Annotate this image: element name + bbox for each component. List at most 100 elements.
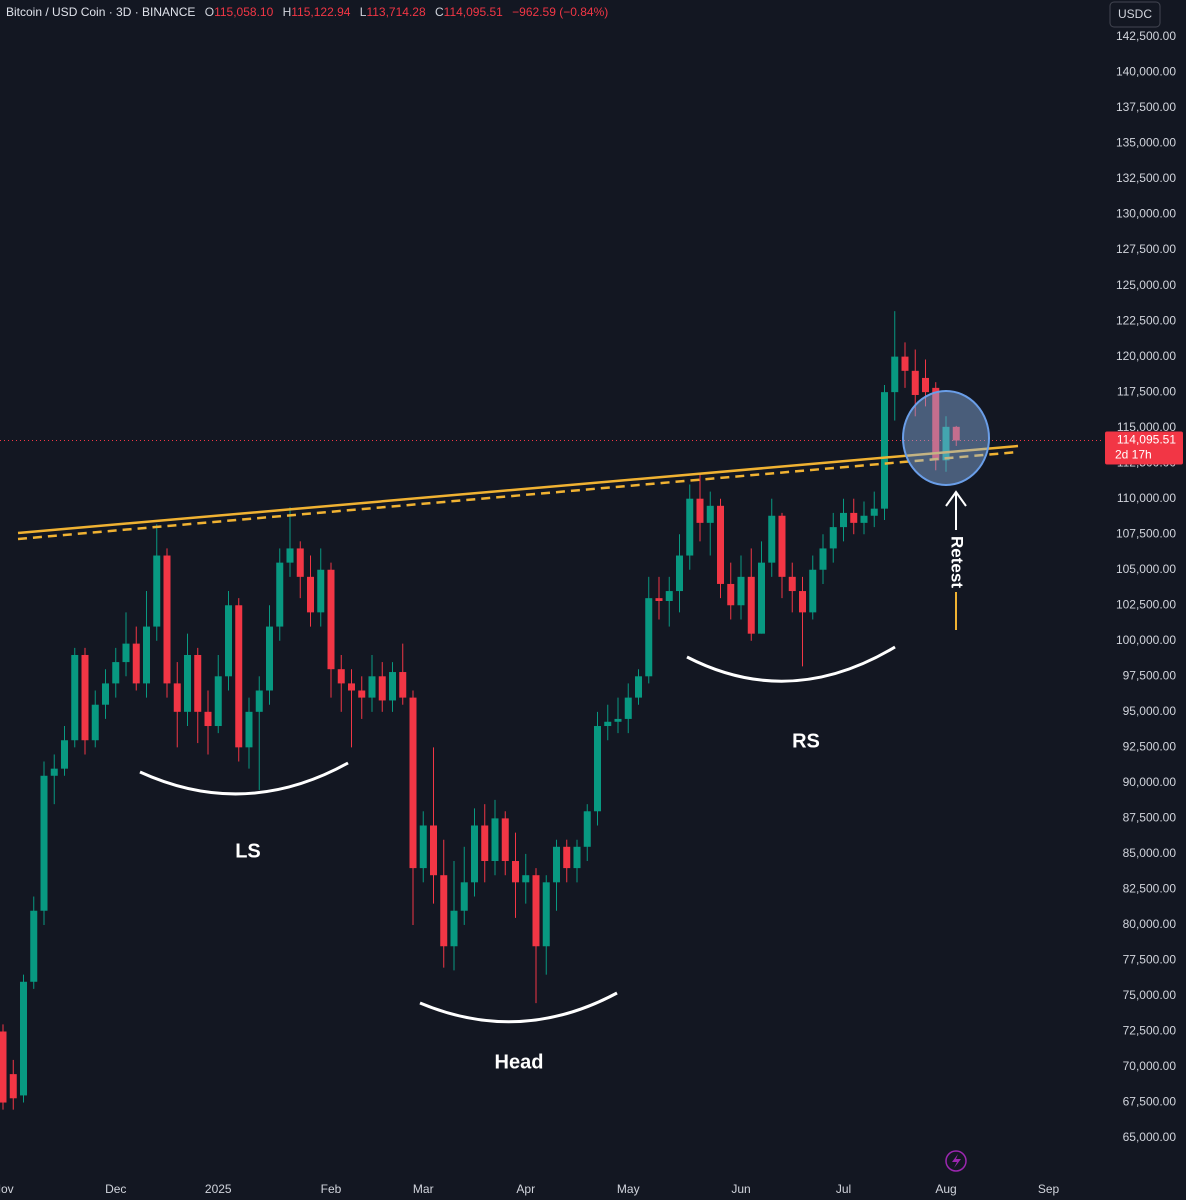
ls-arc: [139, 761, 349, 796]
annotation: RS: [792, 730, 820, 752]
y-tick-label: 142,500.00: [1116, 29, 1176, 43]
candle-body: [327, 569, 335, 670]
annotation: Retest: [948, 536, 967, 588]
candle-body: [235, 605, 243, 748]
currency-badge[interactable]: [1109, 1, 1161, 28]
price-label: 114,095.51: [1117, 433, 1176, 447]
candle-body: [819, 548, 827, 570]
candle-body: [727, 583, 735, 606]
price-badge: [1105, 431, 1183, 465]
candle-body: [399, 672, 407, 698]
candle-body: [532, 875, 540, 947]
candle-body: [655, 598, 663, 601]
y-tick-label: 75,000.00: [1123, 988, 1177, 1002]
head-arc: [419, 991, 618, 1024]
candle-body: [542, 882, 550, 947]
x-tick-label: Mar: [413, 1182, 434, 1196]
candle-body: [799, 591, 806, 613]
candle-body: [645, 598, 653, 677]
candle-body: [481, 825, 489, 862]
legend-value: 113,714.28: [366, 5, 425, 19]
candle-body: [276, 562, 284, 627]
candle-body: [471, 825, 478, 883]
x-tick-label: Jun: [731, 1182, 750, 1196]
candle-body: [840, 512, 847, 528]
legend-key: H: [283, 5, 292, 19]
candle-body: [737, 576, 745, 606]
y-tick-label: 122,500.00: [1116, 313, 1176, 327]
y-tick-label: 120,000.00: [1116, 349, 1176, 363]
candle-body: [706, 505, 714, 523]
candle-body: [512, 861, 519, 883]
y-tick-label: 95,000.00: [1123, 704, 1177, 718]
candle-body: [184, 654, 191, 712]
candle-body: [860, 515, 868, 523]
header: Bitcoin / USD Coin · 3D · BINANCE O115,0…: [6, 5, 608, 19]
candle-body: [296, 548, 304, 577]
candle-body: [922, 377, 929, 393]
candle-body: [255, 690, 263, 712]
candle-body: [204, 711, 212, 727]
candle-body: [102, 683, 109, 705]
candle-body: [409, 697, 417, 869]
candle-body: [758, 562, 765, 634]
candle-body: [20, 981, 27, 1096]
candle-body: [81, 654, 89, 741]
candle-body: [173, 683, 181, 712]
candle-body: [788, 576, 796, 592]
annotation: LS: [235, 840, 261, 862]
neckline-dashed: [17, 450, 1019, 541]
candle-body: [91, 704, 99, 741]
candle-body: [389, 672, 396, 701]
legend-value: 115,058.10: [214, 5, 273, 19]
candle-body: [245, 711, 253, 748]
alert-bolt: [952, 1154, 961, 1168]
candle-body: [337, 669, 345, 684]
candle-body: [747, 576, 755, 634]
rs-arc: [686, 645, 896, 683]
candle-body: [829, 527, 837, 549]
candle-body: [686, 498, 694, 556]
y-tick-label: 135,000.00: [1116, 136, 1176, 150]
candle-body: [132, 643, 140, 684]
y-tick-label: 117,500.00: [1117, 384, 1176, 398]
candle-body: [430, 825, 437, 876]
candle-body: [717, 505, 724, 584]
y-tick-label: 107,500.00: [1116, 526, 1176, 540]
candle-body: [194, 654, 202, 712]
candle-body: [850, 512, 858, 523]
candle-body: [501, 818, 509, 862]
candle-body: [911, 370, 919, 395]
candle-body: [143, 626, 150, 684]
candle-body: [778, 515, 786, 577]
y-tick-label: 72,500.00: [1123, 1024, 1177, 1038]
candle-body: [696, 498, 704, 523]
candle-body: [214, 676, 222, 727]
candle-body: [891, 356, 899, 393]
candle-body: [286, 548, 294, 563]
arrow-head: [945, 490, 967, 507]
candle-body: [163, 555, 171, 684]
x-tick-label: Apr: [516, 1182, 535, 1196]
y-tick-label: 102,500.00: [1116, 597, 1176, 611]
candle-body: [378, 676, 386, 701]
y-tick-label: 90,000.00: [1123, 775, 1177, 789]
candle-body: [635, 676, 642, 698]
candle-body: [50, 768, 58, 776]
candle-body: [71, 654, 79, 741]
candle-body: [768, 515, 776, 563]
legend-key: C: [435, 5, 444, 19]
annotation: Head: [495, 1051, 544, 1073]
candles: [0, 311, 1104, 1110]
candle-body: [0, 1031, 7, 1103]
candle-body: [563, 846, 571, 869]
y-tick-label: 125,000.00: [1116, 278, 1176, 292]
alert-icon[interactable]: [945, 1150, 967, 1172]
candle-body: [491, 818, 499, 862]
candle-body: [307, 576, 314, 613]
y-tick-label: 67,500.00: [1123, 1095, 1177, 1109]
candle-body: [440, 875, 448, 947]
y-tick-label: 70,000.00: [1123, 1059, 1177, 1073]
candle-body: [665, 591, 673, 601]
